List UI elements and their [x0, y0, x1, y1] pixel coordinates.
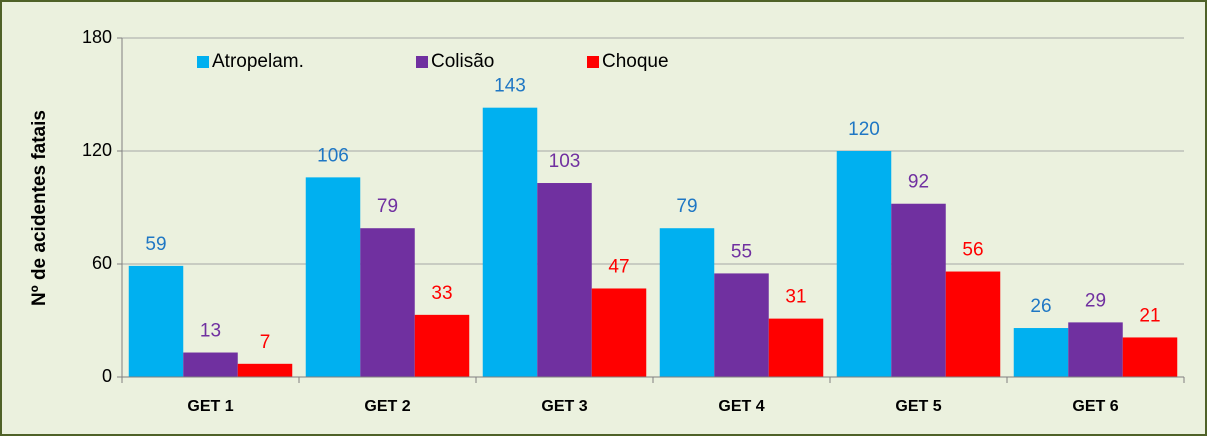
bar: [768, 318, 824, 377]
bar: [482, 107, 538, 377]
data-label: 56: [962, 240, 983, 261]
y-tick-label: 0: [102, 366, 112, 386]
data-label: 59: [145, 234, 166, 255]
x-tick-label: GET 2: [364, 398, 410, 415]
bar: [183, 352, 238, 377]
x-tick-label: GET 4: [718, 398, 764, 415]
bar: [360, 228, 415, 377]
bar: [891, 203, 946, 377]
data-label: 31: [785, 287, 806, 308]
bar: [836, 151, 892, 377]
bar: [128, 265, 184, 377]
legend-label: Atropelam.: [212, 51, 304, 72]
data-label: 7: [260, 332, 271, 353]
bar: [537, 183, 592, 377]
bar: [714, 273, 769, 377]
x-tick-label: GET 1: [187, 398, 233, 415]
y-axis-label: Nº de acidentes fatais: [29, 110, 50, 306]
legend-label: Choque: [602, 51, 669, 72]
data-label: 21: [1139, 305, 1160, 326]
data-label: 13: [200, 321, 221, 342]
bar: [1122, 337, 1178, 377]
legend-swatch: [587, 56, 599, 68]
data-label: 92: [908, 172, 929, 193]
bar: [591, 288, 647, 377]
data-label: 103: [549, 151, 581, 172]
data-label: 55: [731, 241, 752, 262]
data-label: 79: [676, 196, 697, 217]
data-label: 33: [431, 283, 452, 304]
x-tick-label: GET 3: [541, 398, 587, 415]
data-label: 26: [1030, 296, 1051, 317]
data-label: 29: [1085, 290, 1106, 311]
data-label: 120: [848, 119, 880, 140]
bar: [414, 314, 470, 377]
bar: [237, 363, 293, 377]
x-tick-label: GET 6: [1072, 398, 1118, 415]
bar: [1068, 322, 1123, 377]
bar: [945, 271, 1001, 377]
legend-swatch: [197, 56, 209, 68]
y-tick-label: 60: [92, 253, 112, 273]
x-tick-label: GET 5: [895, 398, 941, 415]
legend-label: Colisão: [431, 51, 494, 72]
data-label: 79: [377, 196, 398, 217]
y-tick-label: 120: [82, 140, 112, 160]
y-tick-label: 180: [82, 27, 112, 47]
data-label: 47: [608, 256, 629, 277]
bar: [1013, 328, 1069, 377]
data-label: 143: [494, 76, 526, 97]
bar: [659, 228, 715, 377]
bar: [305, 177, 361, 377]
legend-swatch: [416, 56, 428, 68]
data-label: 106: [317, 145, 349, 166]
